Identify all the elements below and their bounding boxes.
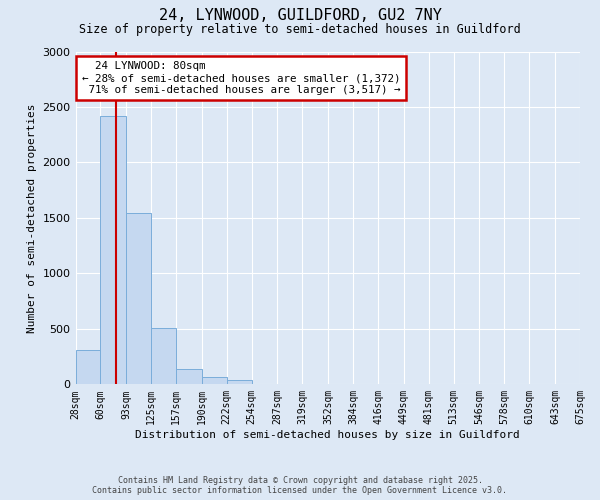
Text: 24 LYNWOOD: 80sqm
← 28% of semi-detached houses are smaller (1,372)
 71% of semi: 24 LYNWOOD: 80sqm ← 28% of semi-detached…	[82, 62, 400, 94]
Bar	[100, 116, 126, 384]
Bar	[176, 369, 202, 384]
Y-axis label: Number of semi-detached properties: Number of semi-detached properties	[27, 103, 37, 332]
Text: Contains HM Land Registry data © Crown copyright and database right 2025.
Contai: Contains HM Land Registry data © Crown c…	[92, 476, 508, 495]
X-axis label: Distribution of semi-detached houses by size in Guildford: Distribution of semi-detached houses by …	[136, 430, 520, 440]
Text: 24, LYNWOOD, GUILDFORD, GU2 7NY: 24, LYNWOOD, GUILDFORD, GU2 7NY	[158, 8, 442, 22]
Bar	[126, 213, 151, 384]
Bar	[227, 380, 252, 384]
Text: Size of property relative to semi-detached houses in Guildford: Size of property relative to semi-detach…	[79, 22, 521, 36]
Bar	[76, 350, 100, 384]
Bar	[202, 377, 227, 384]
Bar	[151, 328, 176, 384]
